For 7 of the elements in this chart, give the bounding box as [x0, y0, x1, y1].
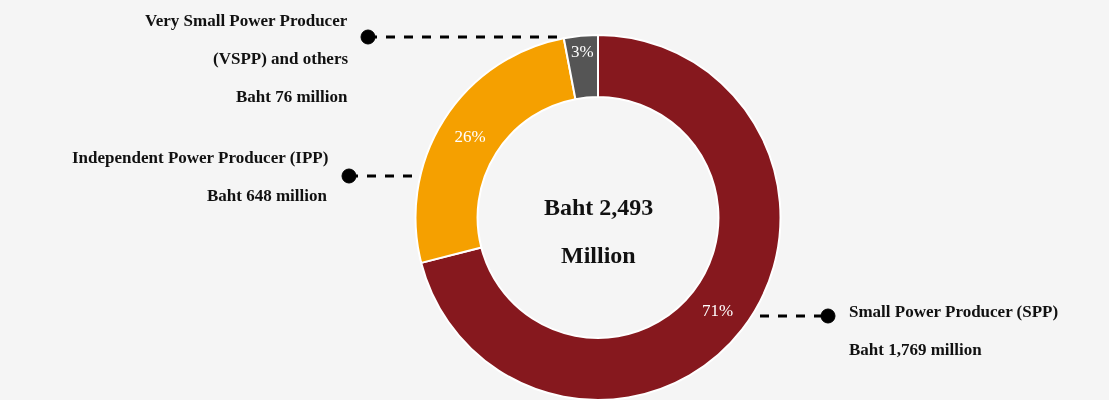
data-label: 3%: [570, 41, 594, 61]
slice-label: Independent Power Producer (IPP) Baht 648 million: [72, 148, 329, 205]
text: Baht 2,493 Million: [544, 194, 654, 268]
data-label: 71%: [702, 300, 734, 320]
slice-label: Very Small Power Producer (VSPP) and others Baht 76 million: [145, 11, 349, 106]
data-label: 26%: [454, 126, 486, 146]
slice-label: Small Power Producer (SPP) Baht 1,769 million: [849, 302, 1059, 359]
